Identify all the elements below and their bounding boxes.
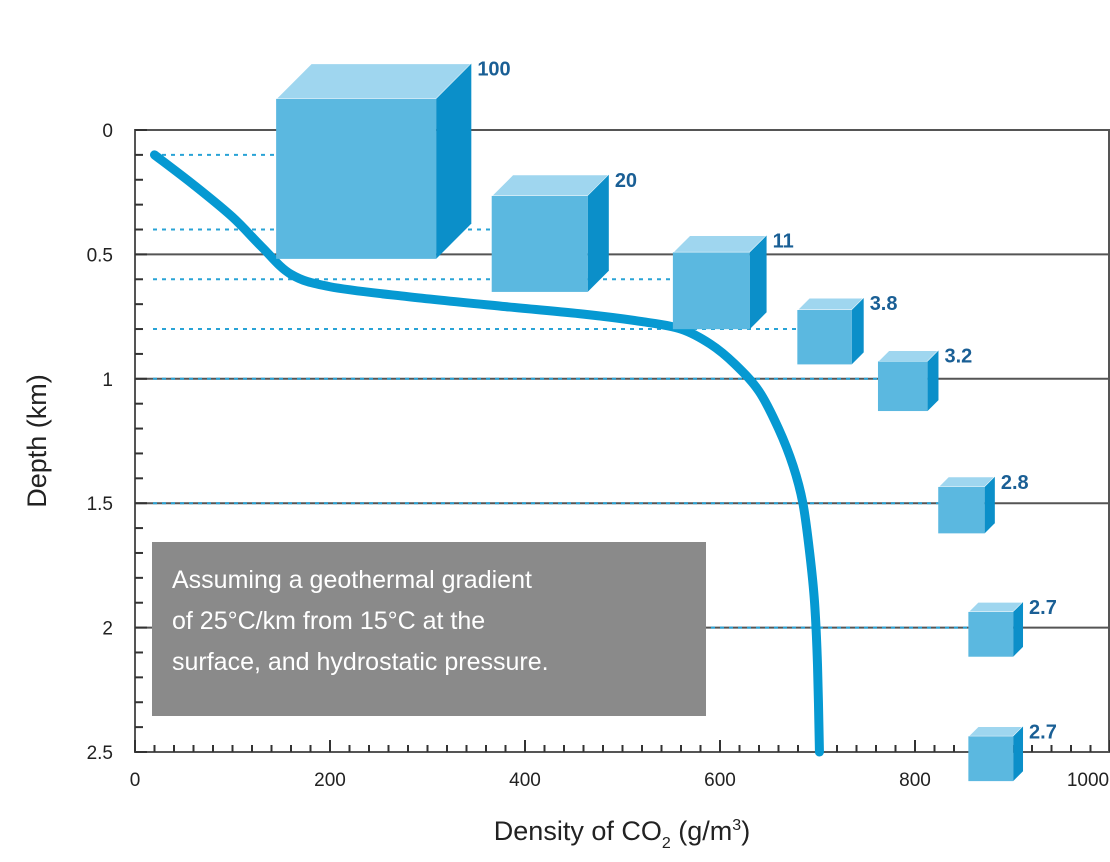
volume-cube: 20 [490, 170, 637, 292]
volume-cube: 2.7 [967, 597, 1057, 657]
volume-cube: 3.8 [796, 293, 898, 365]
x-tick-labels: 0 200 400 600 800 1000 [130, 770, 1109, 791]
y-tick-label: 1.5 [87, 494, 113, 515]
cube-front-face [938, 486, 985, 534]
assumption-note: Assuming a geothermal gradient of 25°C/k… [152, 542, 706, 716]
y-tick-labels: 0 0.5 1 1.5 2 2.5 [87, 121, 113, 764]
x-axis-title-superscript: 3 [732, 817, 741, 834]
cube-label: 2.8 [1001, 472, 1029, 494]
volume-cube: 100 [274, 59, 511, 259]
x-axis-title-subscript: 2 [662, 835, 671, 852]
note-background [152, 542, 706, 716]
x-tick-label: 0 [130, 770, 141, 791]
cube-side-face [1013, 726, 1024, 782]
y-axis-title: Depth (km) [22, 374, 52, 508]
volume-cube: 3.2 [876, 346, 972, 412]
x-tick-label: 200 [314, 770, 346, 791]
cube-front-face [491, 195, 588, 292]
axis-ticks [134, 129, 1110, 753]
x-tick-label: 600 [704, 770, 736, 791]
cube-side-face [851, 298, 864, 365]
cube-side-face [749, 235, 767, 330]
volume-cube: 11 [671, 231, 794, 330]
cube-front-face [968, 611, 1014, 657]
y-tick-label: 1 [102, 370, 113, 391]
cube-front-face [968, 736, 1014, 782]
y-tick-label: 2.5 [87, 743, 113, 764]
x-axis-title-unit-close: ) [741, 816, 750, 846]
note-line-1: Assuming a geothermal gradient [172, 566, 532, 594]
cube-side-face [587, 174, 609, 292]
cube-label: 2.7 [1029, 597, 1057, 619]
y-tick-label: 2 [102, 619, 113, 640]
note-line-3: surface, and hydrostatic pressure. [172, 648, 549, 676]
x-axis-title-unit-open: (g/m [671, 816, 733, 846]
cube-front-face [797, 310, 852, 365]
volume-cube: 2.8 [937, 472, 1029, 534]
x-axis-title: Density of CO2 (g/m3) [494, 816, 750, 852]
y-tick-label: 0.5 [87, 245, 113, 266]
cube-label: 100 [477, 59, 510, 81]
cube-label: 3.8 [870, 293, 898, 315]
cube-front-face [672, 252, 750, 330]
cube-side-face [436, 63, 472, 259]
cube-label: 2.7 [1029, 721, 1057, 743]
cube-front-face [276, 98, 437, 259]
volume-cube: 2.7 [967, 721, 1057, 782]
x-tick-label: 1000 [1067, 770, 1109, 791]
note-line-2: of 25°C/km from 15°C at the [172, 607, 485, 635]
cube-side-face [1013, 602, 1024, 657]
cube-label: 20 [615, 170, 637, 192]
x-tick-label: 400 [509, 770, 541, 791]
x-tick-label: 800 [899, 770, 931, 791]
cube-label: 3.2 [944, 346, 972, 368]
volume-cubes: 100 20 11 3.8 3.2 2.8 2.7 2.7 [274, 59, 1057, 782]
cube-side-face [984, 476, 995, 534]
cube-label: 11 [773, 231, 794, 253]
cube-side-face [927, 350, 939, 412]
cube-front-face [877, 361, 928, 412]
x-axis-title-main: Density of CO [494, 816, 662, 846]
y-tick-label: 0 [102, 121, 113, 142]
